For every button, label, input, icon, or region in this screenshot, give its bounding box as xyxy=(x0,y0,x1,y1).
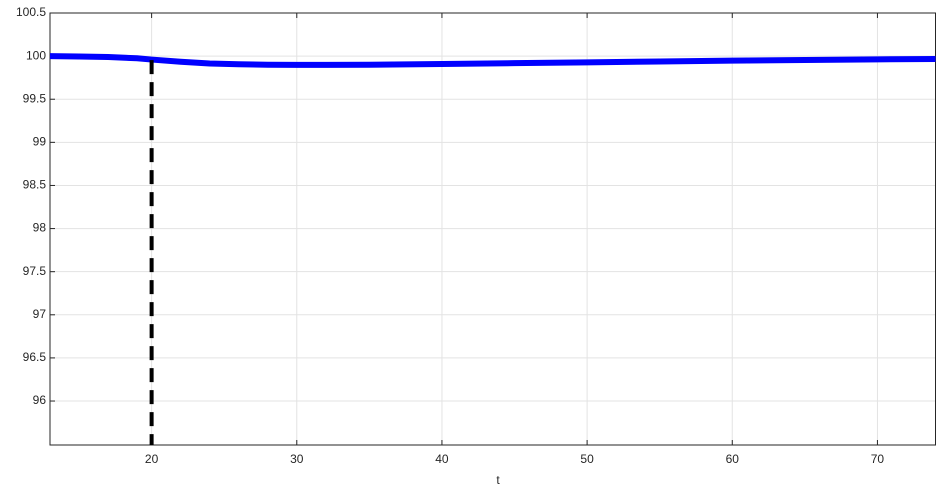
x-axis-label: t xyxy=(496,473,500,487)
y-tick-label: 98 xyxy=(33,221,47,235)
y-tick-label: 97 xyxy=(33,307,47,321)
x-tick-label: 60 xyxy=(726,452,740,466)
x-tick-label: 30 xyxy=(290,452,304,466)
data-line xyxy=(49,53,936,68)
y-tick-label: 100 xyxy=(26,48,46,62)
x-tick-label: 40 xyxy=(435,452,449,466)
y-tick-label: 99 xyxy=(33,135,47,149)
y-tick-label: 99.5 xyxy=(23,91,47,105)
y-tick-label: 96.5 xyxy=(23,350,47,364)
x-tick-label: 50 xyxy=(580,452,594,466)
y-tick-label: 96 xyxy=(33,393,47,407)
x-tick-label: 70 xyxy=(871,452,885,466)
y-tick-label: 97.5 xyxy=(23,264,47,278)
y-tick-label: 100.5 xyxy=(16,5,46,19)
x-tick-label: 20 xyxy=(145,452,159,466)
y-tick-label: 98.5 xyxy=(23,178,47,192)
